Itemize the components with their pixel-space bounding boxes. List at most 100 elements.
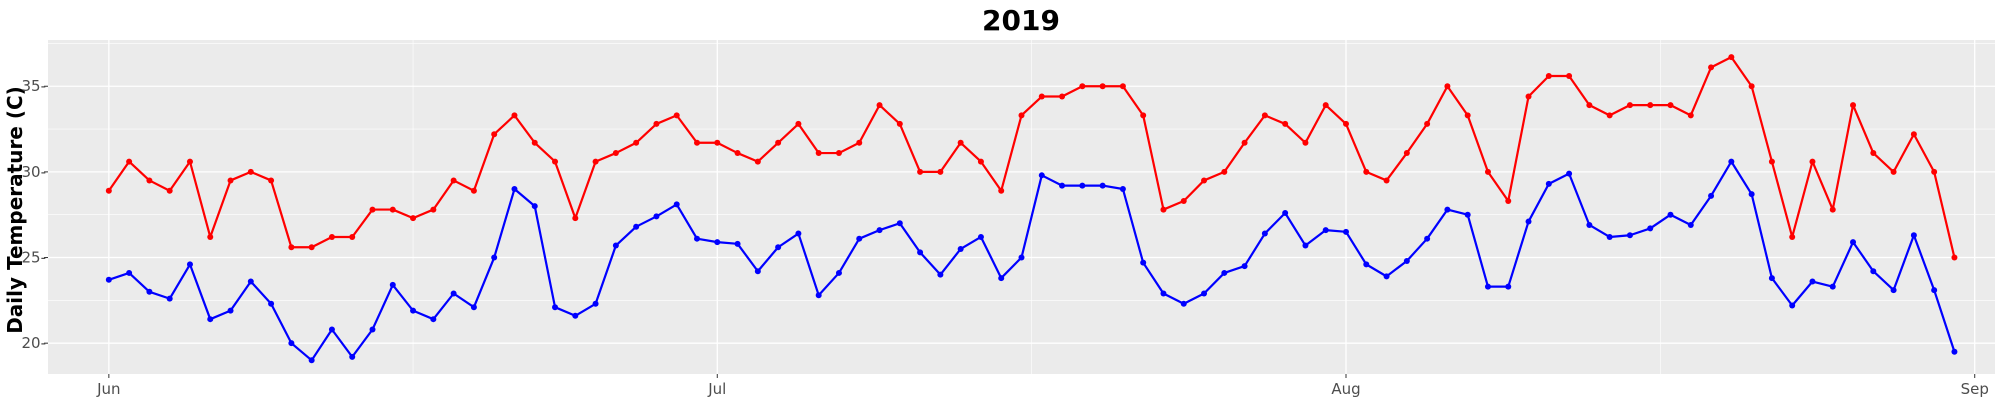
data-point bbox=[126, 158, 133, 165]
x-tick-label: Jun bbox=[96, 380, 120, 398]
data-point bbox=[511, 112, 518, 119]
data-point bbox=[552, 158, 559, 165]
data-point bbox=[1505, 198, 1512, 205]
data-point bbox=[288, 340, 295, 347]
data-point bbox=[1099, 83, 1106, 90]
data-point bbox=[1566, 170, 1573, 177]
data-point bbox=[328, 326, 335, 333]
data-point bbox=[1870, 150, 1877, 157]
data-point bbox=[288, 244, 295, 251]
data-point bbox=[1221, 269, 1228, 276]
data-point bbox=[1302, 139, 1309, 146]
data-point bbox=[511, 186, 518, 193]
axes: 20- 25- 30- 35- Jun Jul Aug Sep bbox=[22, 77, 1989, 398]
data-point bbox=[1140, 112, 1147, 119]
data-point bbox=[876, 102, 883, 109]
data-point bbox=[1180, 198, 1187, 205]
data-point bbox=[653, 120, 660, 127]
data-point bbox=[876, 227, 883, 234]
data-point bbox=[1424, 235, 1431, 242]
data-point bbox=[1282, 120, 1289, 127]
data-point bbox=[1647, 225, 1654, 232]
x-tick-label: Aug bbox=[1331, 380, 1360, 398]
data-point bbox=[207, 316, 214, 323]
data-point bbox=[714, 139, 721, 146]
series-line bbox=[108, 160, 1956, 362]
data-point bbox=[1748, 83, 1755, 90]
x-tick-label: Jul bbox=[707, 380, 726, 398]
data-point bbox=[795, 120, 802, 127]
data-point bbox=[714, 239, 721, 246]
data-point bbox=[1566, 72, 1573, 79]
data-point bbox=[1525, 93, 1532, 100]
data-point bbox=[977, 158, 984, 165]
data-point bbox=[1363, 261, 1370, 268]
data-point bbox=[1059, 93, 1066, 100]
data-point bbox=[1424, 120, 1431, 127]
data-point bbox=[612, 242, 619, 249]
data-point bbox=[1444, 83, 1451, 90]
data-point bbox=[328, 233, 335, 240]
data-point bbox=[835, 269, 842, 276]
data-point bbox=[1647, 102, 1654, 109]
data-point bbox=[1525, 218, 1532, 225]
data-point bbox=[1018, 254, 1025, 261]
data-point bbox=[552, 304, 559, 311]
data-point bbox=[349, 233, 356, 240]
data-point bbox=[470, 304, 477, 311]
series-1 bbox=[105, 54, 1958, 261]
data-point bbox=[1383, 177, 1390, 184]
data-point bbox=[1038, 172, 1045, 179]
data-point bbox=[1403, 257, 1410, 264]
data-point bbox=[1586, 102, 1593, 109]
data-point bbox=[835, 150, 842, 157]
data-point bbox=[572, 215, 579, 222]
data-point bbox=[1951, 254, 1958, 261]
data-point bbox=[1809, 158, 1816, 165]
data-point bbox=[1829, 206, 1836, 213]
y-tick-label: 30- bbox=[22, 163, 47, 181]
data-point bbox=[917, 249, 924, 256]
series-layer bbox=[105, 54, 1958, 364]
data-point bbox=[1282, 209, 1289, 216]
data-point bbox=[1322, 227, 1329, 234]
y-tick-label: 35- bbox=[22, 77, 47, 95]
data-point bbox=[410, 307, 417, 314]
data-point bbox=[1931, 168, 1938, 175]
data-point bbox=[917, 168, 924, 175]
data-point bbox=[1322, 102, 1329, 109]
data-point bbox=[612, 150, 619, 157]
data-point bbox=[1363, 168, 1370, 175]
data-point bbox=[349, 353, 356, 360]
series-line bbox=[107, 56, 1956, 258]
data-point bbox=[1931, 287, 1938, 294]
y-tick-label: 25- bbox=[22, 249, 47, 267]
data-point bbox=[207, 233, 214, 240]
data-point bbox=[410, 215, 417, 222]
data-point bbox=[896, 220, 903, 227]
chart-title: 2019 bbox=[982, 4, 1060, 37]
data-point bbox=[105, 276, 112, 283]
data-point bbox=[227, 307, 234, 314]
data-point bbox=[369, 206, 376, 213]
data-point bbox=[673, 201, 680, 208]
data-point bbox=[369, 326, 376, 333]
data-point bbox=[653, 213, 660, 220]
data-point bbox=[1201, 290, 1208, 297]
data-point bbox=[1302, 242, 1309, 249]
data-point bbox=[430, 316, 437, 323]
data-point bbox=[1667, 102, 1674, 109]
series-2 bbox=[105, 158, 1958, 364]
data-point bbox=[1728, 158, 1735, 165]
data-point bbox=[1241, 263, 1248, 270]
data-point bbox=[1626, 102, 1633, 109]
data-point bbox=[1910, 232, 1917, 239]
data-point bbox=[491, 131, 498, 138]
data-point bbox=[1464, 112, 1471, 119]
data-point bbox=[1484, 168, 1491, 175]
data-point bbox=[1910, 131, 1917, 138]
data-point bbox=[856, 139, 863, 146]
data-point bbox=[105, 187, 112, 194]
data-point bbox=[166, 187, 173, 194]
